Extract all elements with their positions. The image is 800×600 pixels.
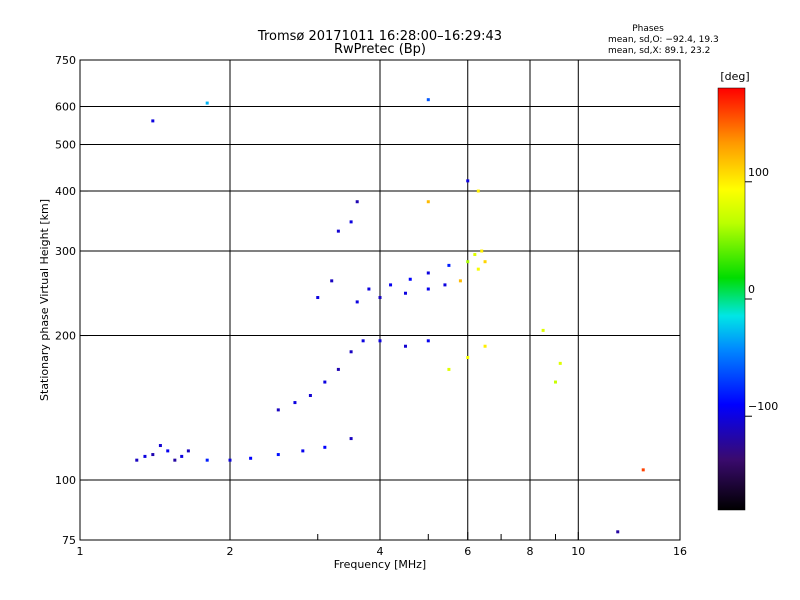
stats-heading: Phases — [632, 24, 664, 34]
data-point — [173, 458, 177, 462]
data-point — [473, 253, 477, 257]
data-point — [228, 458, 232, 462]
data-point — [466, 355, 470, 359]
data-point — [355, 300, 359, 304]
data-point — [641, 468, 645, 472]
x-axis-label: Frequency [MHz] — [334, 558, 426, 571]
data-point — [466, 179, 470, 183]
data-point — [378, 339, 382, 343]
chart-title: Tromsø 20171011 16:28:00–16:29:43 — [257, 29, 502, 44]
data-point — [476, 189, 480, 193]
data-point — [553, 380, 557, 384]
grid — [80, 60, 680, 540]
y-axis-label: Stationary phase Virtual Height [km] — [38, 199, 51, 401]
data-point — [476, 267, 480, 271]
data-point — [466, 260, 470, 264]
data-point — [389, 283, 393, 287]
data-point — [443, 283, 447, 287]
y-tick-label: 750 — [55, 54, 76, 67]
data-points — [135, 98, 645, 534]
data-point — [367, 287, 371, 291]
data-point — [541, 328, 545, 332]
x-tick-label: 8 — [527, 545, 534, 558]
x-tick-label: 1 — [77, 545, 84, 558]
x-tick-label: 10 — [571, 545, 585, 558]
data-point — [616, 530, 620, 534]
data-point — [336, 367, 340, 371]
colorbar-tick-label: 0 — [748, 283, 755, 296]
data-point — [158, 444, 162, 448]
data-point — [483, 344, 487, 348]
y-tick-label: 75 — [62, 534, 76, 547]
colorbar-ticks: 100 0 −100 — [745, 166, 778, 417]
data-point — [336, 229, 340, 233]
y-tick-label: 200 — [55, 330, 76, 343]
x-tick-label: 4 — [377, 545, 384, 558]
y-tick-label: 100 — [55, 474, 76, 487]
data-point — [378, 296, 382, 300]
data-point — [349, 350, 353, 354]
data-point — [403, 291, 407, 295]
data-point — [143, 454, 147, 458]
data-point — [330, 279, 334, 283]
data-point — [426, 200, 430, 204]
data-point — [249, 456, 253, 460]
data-point — [349, 220, 353, 224]
data-point — [323, 380, 327, 384]
data-point — [276, 408, 280, 412]
data-point — [151, 119, 155, 123]
data-point — [205, 458, 209, 462]
data-point — [301, 449, 305, 453]
x-tick-label: 2 — [227, 545, 234, 558]
colorbar-tick-label: −100 — [748, 400, 778, 413]
data-point — [403, 344, 407, 348]
data-point — [480, 249, 484, 253]
data-point — [426, 287, 430, 291]
data-point — [558, 361, 562, 365]
data-point — [151, 453, 155, 457]
y-tick-label: 600 — [55, 101, 76, 114]
data-point — [166, 449, 170, 453]
x-tick-label: 16 — [673, 545, 687, 558]
y-axis-ticks: 75 100 200 300 400 500 600 750 — [55, 54, 88, 547]
colorbar — [717, 87, 746, 511]
y-tick-label: 500 — [55, 139, 76, 152]
data-point — [276, 453, 280, 457]
data-point — [447, 263, 451, 267]
data-point — [293, 401, 297, 405]
data-point — [180, 454, 184, 458]
data-point — [355, 200, 359, 204]
data-point — [349, 437, 353, 441]
data-point — [483, 260, 487, 264]
data-point — [361, 339, 365, 343]
colorbar-tick-label: 100 — [748, 166, 769, 179]
data-point — [426, 98, 430, 102]
x-axis-ticks: 1 2 4 6 8 10 16 — [77, 532, 687, 558]
data-point — [135, 458, 139, 462]
stats-line-x: mean, sd,X: 89.1, 23.2 — [608, 46, 710, 56]
colorbar-label: [deg] — [720, 70, 749, 83]
y-tick-label: 300 — [55, 245, 76, 258]
data-point — [308, 394, 312, 398]
data-point — [205, 101, 209, 105]
x-tick-label: 6 — [464, 545, 471, 558]
data-point — [426, 339, 430, 343]
data-point — [316, 296, 320, 300]
chart-subtitle: RwPretec (Bp) — [334, 42, 426, 57]
y-tick-label: 400 — [55, 185, 76, 198]
data-point — [186, 449, 190, 453]
data-point — [458, 279, 462, 283]
data-point — [447, 367, 451, 371]
data-point — [408, 277, 412, 281]
stats-line-o: mean, sd,O: −92.4, 19.3 — [608, 35, 719, 45]
data-point — [426, 271, 430, 275]
data-point — [323, 445, 327, 449]
